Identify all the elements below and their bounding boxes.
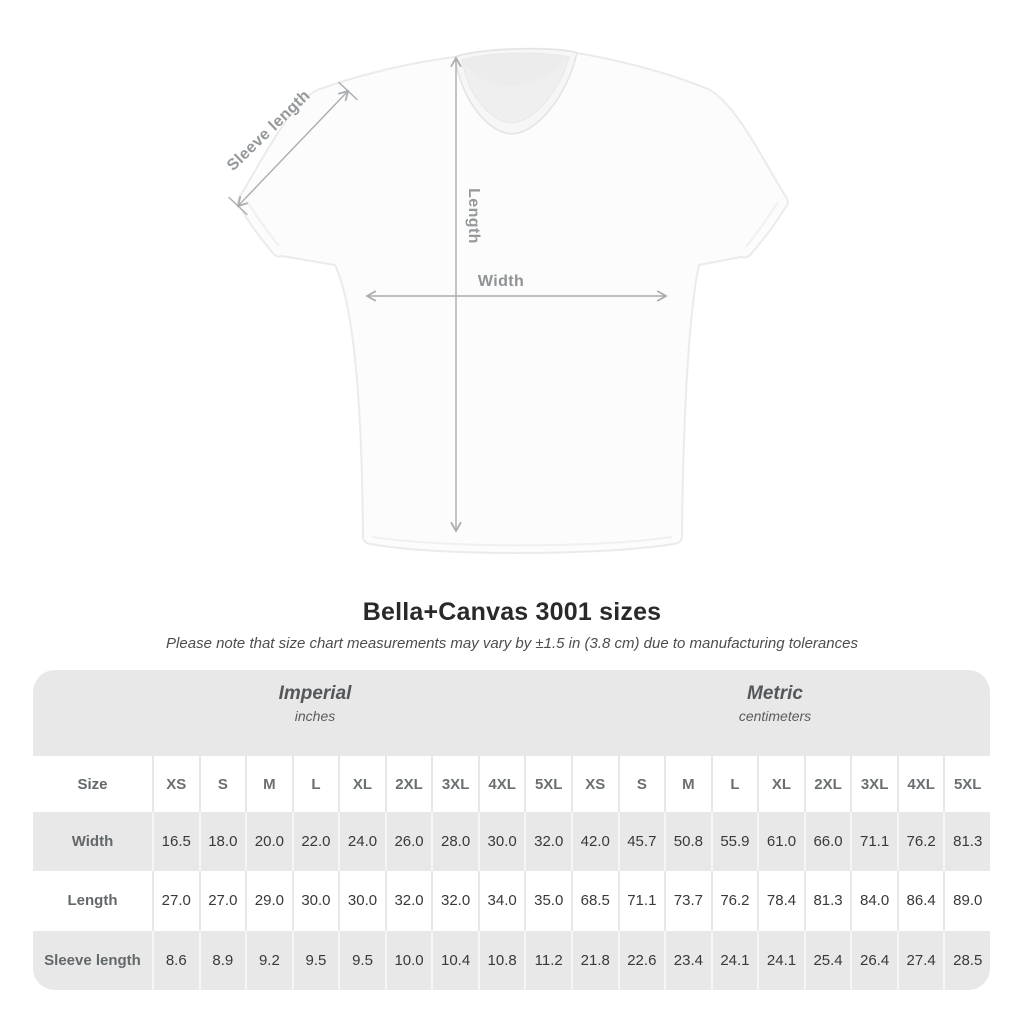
row-label: Length bbox=[67, 892, 118, 910]
imperial-size-header-cell: L bbox=[291, 756, 339, 812]
tshirt-hem-seam bbox=[371, 536, 673, 547]
metric-size-header-cell: 3XL bbox=[850, 756, 897, 812]
imperial-size-header-cell: XL bbox=[338, 756, 385, 812]
tshirt-collar-shadow bbox=[462, 53, 569, 86]
metric-value-cell: 66.0 bbox=[803, 812, 851, 872]
imperial-value-cell: 22.0 bbox=[291, 812, 339, 872]
metric-value-cell: 76.2 bbox=[710, 871, 758, 931]
metric-value-cell: 23.4 bbox=[664, 930, 711, 990]
size-column-header: Size bbox=[77, 775, 108, 793]
metric-size-header-cell: XS bbox=[571, 756, 618, 812]
metric-value-cell: 28.5 bbox=[943, 930, 990, 990]
metric-value-cell: 45.7 bbox=[617, 812, 665, 872]
metric-value-cell: 27.4 bbox=[896, 930, 944, 990]
metric-value-cell: 73.7 bbox=[664, 871, 711, 931]
width-label: Width bbox=[478, 273, 524, 290]
metric-value-cell: 26.4 bbox=[850, 930, 897, 990]
metric-value-cell: 89.0 bbox=[943, 871, 990, 931]
tshirt-right-cuff-seam bbox=[745, 201, 779, 248]
metric-size-header-cell: 4XL bbox=[896, 756, 944, 812]
imperial-size-header-cell: S bbox=[198, 756, 246, 812]
imperial-value-cell: 27.0 bbox=[152, 871, 199, 931]
imperial-value-cell: 26.0 bbox=[384, 812, 432, 872]
metric-value-cell: 81.3 bbox=[803, 871, 851, 931]
imperial-size-header-cell: M bbox=[245, 756, 292, 812]
imperial-value-cell: 11.2 bbox=[524, 930, 571, 990]
metric-size-header-cell: L bbox=[710, 756, 758, 812]
imperial-value-cell: 24.0 bbox=[338, 812, 385, 872]
metric-value-cell: 24.1 bbox=[710, 930, 758, 990]
metric-value-cell: 84.0 bbox=[850, 871, 897, 931]
metric-size-header-cell: XL bbox=[757, 756, 804, 812]
imperial-size-header-cell: 2XL bbox=[384, 756, 432, 812]
imperial-value-cell: 30.0 bbox=[477, 812, 525, 872]
length-label: Length bbox=[465, 188, 482, 244]
imperial-value-cell: 30.0 bbox=[338, 871, 385, 931]
size-table: Size XS S M L XL 2XL 3XL 4XL 5XL XS S M L XL 2XL 3XL 4XL 5… bbox=[33, 756, 990, 990]
imperial-value-cell: 18.0 bbox=[198, 812, 246, 872]
row-label: Sleeve length bbox=[44, 951, 141, 969]
imperial-value-cell: 16.5 bbox=[152, 812, 199, 872]
imperial-value-cell: 20.0 bbox=[245, 812, 292, 872]
metric-value-cell: 86.4 bbox=[896, 871, 944, 931]
metric-group-title: Metric bbox=[747, 683, 803, 704]
metric-value-cell: 42.0 bbox=[571, 812, 618, 872]
imperial-value-cell: 27.0 bbox=[198, 871, 246, 931]
table-row: Sleeve length 8.6 8.9 9.2 9.5 9.5 10.0 10.4 10.8… bbox=[33, 930, 990, 990]
imperial-value-cell: 34.0 bbox=[477, 871, 525, 931]
imperial-group-header: Imperial inches bbox=[279, 683, 352, 724]
imperial-size-header-cell: 3XL bbox=[431, 756, 478, 812]
metric-size-header-cell: 2XL bbox=[803, 756, 851, 812]
table-header-row: Size XS S M L XL 2XL 3XL 4XL 5XL XS S M L XL 2XL 3XL 4XL 5… bbox=[33, 756, 990, 812]
metric-value-cell: 71.1 bbox=[617, 871, 665, 931]
metric-group-header: Metric centimeters bbox=[739, 683, 811, 724]
metric-value-cell: 21.8 bbox=[571, 930, 618, 990]
metric-value-cell: 22.6 bbox=[617, 930, 665, 990]
imperial-value-cell: 32.0 bbox=[384, 871, 432, 931]
imperial-value-cell: 32.0 bbox=[431, 871, 478, 931]
imperial-value-cell: 10.4 bbox=[431, 930, 478, 990]
imperial-value-cell: 28.0 bbox=[431, 812, 478, 872]
imperial-value-cell: 10.0 bbox=[384, 930, 432, 990]
metric-value-cell: 68.5 bbox=[571, 871, 618, 931]
page-title: Bella+Canvas 3001 sizes bbox=[362, 598, 662, 626]
imperial-value-cell: 9.5 bbox=[291, 930, 339, 990]
metric-value-cell: 61.0 bbox=[757, 812, 804, 872]
imperial-value-cell: 30.0 bbox=[291, 871, 339, 931]
imperial-value-cell: 9.2 bbox=[245, 930, 292, 990]
metric-value-cell: 24.1 bbox=[757, 930, 804, 990]
metric-value-cell: 25.4 bbox=[803, 930, 851, 990]
imperial-value-cell: 8.9 bbox=[198, 930, 246, 990]
metric-size-header-cell: S bbox=[617, 756, 665, 812]
metric-value-cell: 50.8 bbox=[664, 812, 711, 872]
sleeve-length-dimension bbox=[228, 81, 358, 216]
imperial-value-cell: 29.0 bbox=[245, 871, 292, 931]
metric-group-unit: centimeters bbox=[738, 708, 812, 724]
metric-value-cell: 76.2 bbox=[896, 812, 944, 872]
imperial-value-cell: 32.0 bbox=[524, 812, 571, 872]
metric-value-cell: 81.3 bbox=[943, 812, 990, 872]
row-label: Width bbox=[71, 833, 114, 851]
imperial-value-cell: 10.8 bbox=[477, 930, 525, 990]
imperial-size-header-cell: 4XL bbox=[477, 756, 525, 812]
metric-size-header-cell: 5XL bbox=[943, 756, 990, 812]
metric-value-cell: 78.4 bbox=[757, 871, 804, 931]
imperial-value-cell: 8.6 bbox=[152, 930, 199, 990]
metric-value-cell: 71.1 bbox=[850, 812, 897, 872]
imperial-group-unit: inches bbox=[294, 708, 336, 724]
imperial-value-cell: 9.5 bbox=[338, 930, 385, 990]
metric-size-header-cell: M bbox=[664, 756, 711, 812]
imperial-group-title: Imperial bbox=[278, 683, 352, 704]
table-row: Width 16.5 18.0 20.0 22.0 24.0 26.0 28.0 30.0 32.… bbox=[33, 812, 990, 872]
table-row: Length 27.0 27.0 29.0 30.0 30.0 32.0 32.0 34.0 35… bbox=[33, 871, 990, 931]
imperial-size-header-cell: 5XL bbox=[524, 756, 571, 812]
imperial-size-header-cell: XS bbox=[152, 756, 199, 812]
page-subtitle: Please note that size chart measurements… bbox=[166, 635, 858, 652]
metric-value-cell: 55.9 bbox=[710, 812, 758, 872]
imperial-value-cell: 35.0 bbox=[524, 871, 571, 931]
size-table-card: Imperial inches Metric centimeters Size X… bbox=[33, 670, 990, 990]
tshirt-diagram: Length Width Sleeve length bbox=[224, 47, 789, 554]
